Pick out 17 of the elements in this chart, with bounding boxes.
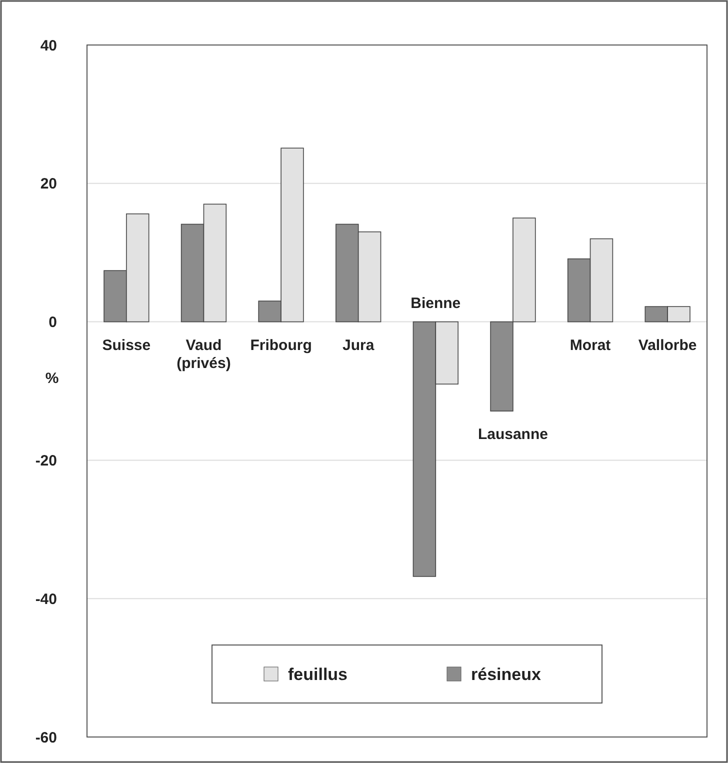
x-tick-label: Bienne [410,294,461,312]
x-tick-label: Morat [570,336,611,354]
y-axis-title: % [45,370,59,387]
x-tick-label: Vallorbe [638,336,697,354]
legend-label: feuillus [288,664,348,684]
y-tick-label: 0 [48,314,57,332]
legend-label: résineux [471,664,542,684]
y-tick-label: 40 [40,37,57,54]
y-tick-label: -20 [35,452,57,470]
x-tick-label: Suisse [102,336,151,354]
y-tick-label: 20 [40,176,57,193]
x-tick-label: Fribourg [250,336,312,354]
x-tick-label: Vaud (privés) [176,336,231,372]
x-tick-label: Lausanne [478,426,548,444]
y-tick-label: -60 [35,729,57,746]
x-tick-label: Jura [342,336,375,354]
y-tick-label: -40 [35,590,57,608]
